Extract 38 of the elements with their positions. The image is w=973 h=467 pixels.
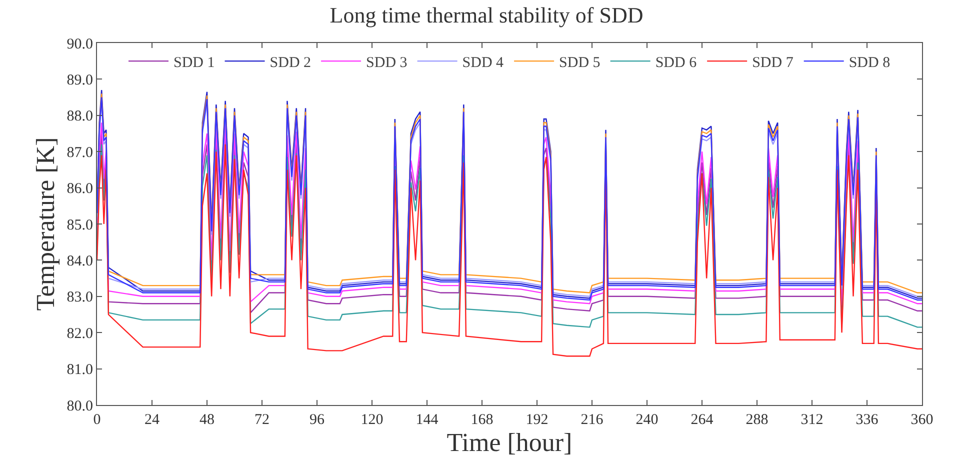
x-tick-label: 240 <box>636 412 658 428</box>
x-tick-label: 336 <box>856 412 879 428</box>
x-tick-label: 360 <box>910 412 934 428</box>
x-tick-label: 0 <box>93 412 101 428</box>
x-tick-label: 120 <box>360 412 384 428</box>
x-tick-label: 96 <box>310 412 325 428</box>
x-tick-label: 72 <box>254 412 270 428</box>
x-tick-label: 216 <box>580 412 604 428</box>
x-axis-title: Time [hour] <box>446 428 572 457</box>
y-axis-title: Temperature [K] <box>31 137 60 311</box>
x-tick-label: 48 <box>200 412 214 428</box>
legend-label: SDD 3 <box>366 54 408 71</box>
x-tick-label: 144 <box>416 412 439 428</box>
legend-label: SDD 2 <box>270 54 312 71</box>
chart-title: Long time thermal stability of SDD <box>330 2 644 28</box>
x-tick-label: 168 <box>470 412 494 428</box>
x-tick-label: 192 <box>526 412 548 428</box>
y-tick-label: 81.0 <box>66 362 93 378</box>
y-tick-label: 80.0 <box>66 398 93 414</box>
x-tick-label: 312 <box>800 412 824 428</box>
y-tick-label: 88.0 <box>66 108 93 125</box>
y-tick-label: 84.0 <box>66 253 93 270</box>
legend-label: SDD 4 <box>462 54 504 71</box>
y-tick-label: 82.0 <box>66 326 93 342</box>
y-tick-label: 89.0 <box>66 72 93 88</box>
y-tick-label: 85.0 <box>66 217 93 234</box>
x-tick-label: 264 <box>690 412 714 428</box>
x-tick-label: 288 <box>746 412 768 428</box>
y-tick-label: 87.0 <box>66 144 93 161</box>
legend-label: SDD 8 <box>848 54 890 71</box>
y-tick-label: 90.0 <box>66 36 93 52</box>
y-tick-label: 86.0 <box>66 181 93 198</box>
legend-label: SDD 5 <box>559 54 600 71</box>
x-tick-label: 24 <box>144 412 160 428</box>
legend-label: SDD 1 <box>174 54 215 71</box>
y-tick-label: 83.0 <box>66 290 93 306</box>
legend-label: SDD 7 <box>752 54 794 71</box>
legend-label: SDD 6 <box>655 54 698 71</box>
